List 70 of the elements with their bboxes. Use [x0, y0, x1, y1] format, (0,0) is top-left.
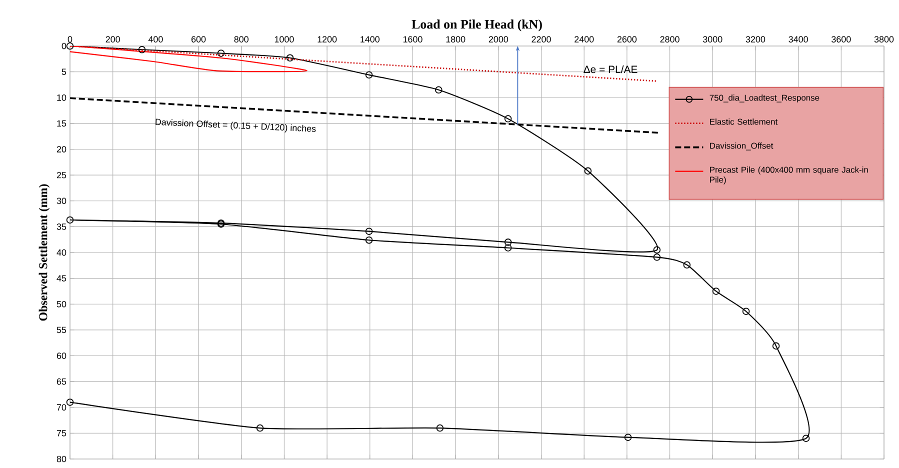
annotation: Δe = PL/AE: [584, 65, 638, 74]
point: [217, 50, 225, 57]
y-tick-label: 45: [56, 275, 66, 282]
y-tick-label: 70: [56, 404, 66, 411]
point: [683, 261, 691, 269]
x-tick-label: 0: [68, 36, 72, 42]
point: [365, 236, 373, 244]
y-tick-label: 75: [56, 430, 66, 436]
point: [138, 46, 146, 54]
annotation: Davission Offset = (0.15 + D/120) inches: [156, 118, 316, 132]
point: [256, 424, 264, 432]
point: [802, 434, 810, 442]
x-tick-label: 200: [106, 36, 120, 42]
x-tick-label: 3600: [832, 36, 851, 42]
point: [286, 54, 294, 62]
point: [653, 254, 661, 261]
y-tick-label: 0: [62, 42, 66, 50]
y-tick-label: 50: [56, 300, 66, 308]
y-tick-label: 25: [56, 172, 66, 178]
point: [504, 238, 512, 246]
point: [584, 167, 592, 175]
point: [742, 308, 750, 315]
point: [66, 42, 74, 50]
point: [504, 244, 512, 252]
y-tick-label: 80: [56, 456, 66, 462]
y-tick-label: 5: [62, 68, 66, 75]
x-tick-label: 2000: [488, 36, 508, 42]
x-tick-label: 2600: [617, 36, 637, 42]
y-tick-label: 60: [56, 352, 66, 359]
point: [712, 288, 720, 295]
point: [772, 342, 780, 350]
legend-label: Elastic Settlement: [710, 118, 778, 125]
x-tick-label: 3400: [788, 36, 808, 42]
x-tick-label: 3000: [703, 36, 722, 42]
point: [66, 398, 74, 406]
y-tick-label: 35: [56, 224, 66, 230]
x-tick-label: 3200: [746, 36, 766, 42]
x-tick-label: 1200: [318, 36, 337, 42]
point: [653, 246, 661, 254]
x-tick-label: 1000: [274, 36, 294, 42]
point: [365, 71, 373, 79]
y-axis-title: Observed Settlement (mm): [38, 184, 50, 321]
x-tick-label: 2800: [660, 36, 680, 42]
x-tick-label: 3800: [874, 36, 894, 42]
y-tick-label: 20: [56, 146, 66, 152]
line-series: [70, 46, 308, 72]
y-tick-label: 10: [57, 94, 66, 101]
legend-label: Precast Pile (400x400 mm square Jack-in Pile): [710, 166, 868, 184]
point: [504, 115, 512, 122]
x-tick-label: 400: [148, 36, 163, 42]
y-tick-label: 30: [56, 198, 66, 204]
x-tick-label: 1400: [360, 36, 380, 42]
point: [624, 434, 632, 441]
x-axis-title: Load on Pile Head (kN): [412, 20, 542, 32]
point: [435, 86, 442, 94]
legend-label: 750_dia_Loadtest_Response: [710, 94, 820, 102]
y-tick-label: 40: [56, 249, 66, 256]
x-tick-label: 1800: [446, 36, 466, 42]
x-tick-label: 1600: [403, 36, 422, 42]
y-tick-label: 15: [57, 120, 66, 127]
point: [436, 424, 444, 432]
legend-label: Davission_Offset: [710, 142, 774, 150]
x-tick-label: 800: [234, 36, 248, 42]
y-tick-label: 65: [56, 378, 66, 385]
x-tick-label: 2400: [574, 36, 594, 42]
point: [365, 228, 373, 235]
x-tick-label: 2200: [532, 36, 551, 42]
x-tick-label: 600: [192, 36, 206, 42]
point: [66, 216, 74, 224]
y-tick-label: 55: [56, 326, 66, 334]
